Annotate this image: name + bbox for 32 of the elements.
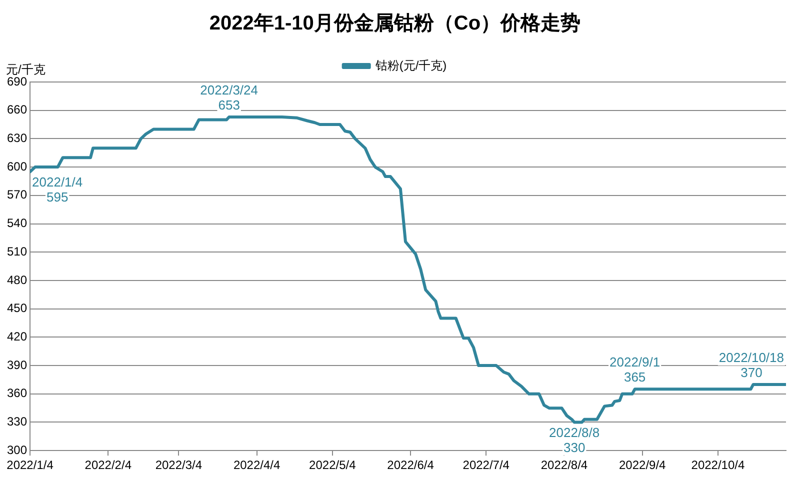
x-tick-label: 2022/7/4: [462, 458, 510, 472]
y-tick-label: 660: [6, 102, 28, 117]
x-tick-label: 2022/1/4: [6, 458, 54, 472]
y-tick-label: 690: [6, 74, 28, 88]
y-tick-label: 480: [6, 272, 28, 287]
y-tick-label: 420: [6, 329, 28, 344]
x-tick-label: 2022/2/4: [84, 458, 132, 472]
x-tick-label: 2022/10/4: [691, 458, 745, 472]
y-tick-label: 330: [6, 414, 28, 429]
annotation: 2022/9/1 365: [610, 354, 660, 385]
y-tick-label: 600: [6, 159, 28, 174]
x-tick-label: 2022/5/4: [309, 458, 356, 472]
chart-title: 2022年1-10月份金属钴粉（Co）价格走势: [209, 12, 581, 35]
x-tick-label: 2022/3/4: [155, 458, 202, 472]
annotation: 2022/3/24 653: [200, 82, 258, 113]
y-tick-label: 570: [6, 188, 28, 202]
y-tick-label: 630: [6, 131, 28, 146]
y-tick-label: 450: [6, 301, 28, 316]
annotation: 2022/10/18 370: [718, 350, 784, 380]
x-tick-label: 2022/4/4: [233, 458, 280, 472]
x-tick-label: 2022/9/4: [619, 458, 666, 472]
legend-label: 钴粉(元/千克): [374, 58, 447, 72]
y-tick-label: 300: [6, 442, 28, 457]
annotation: 2022/1/4 595: [32, 174, 83, 204]
y-tick-label: 510: [6, 244, 28, 258]
y-tick-label: 390: [6, 358, 28, 372]
y-tick-label: 540: [6, 216, 28, 230]
y-tick-label: 360: [6, 386, 28, 400]
annotation: 2022/8/8 330: [549, 424, 600, 455]
x-tick-label: 2022/6/4: [387, 458, 434, 472]
x-tick-label: 2022/8/4: [540, 458, 588, 472]
y-axis-title: 元/千克: [6, 62, 46, 76]
